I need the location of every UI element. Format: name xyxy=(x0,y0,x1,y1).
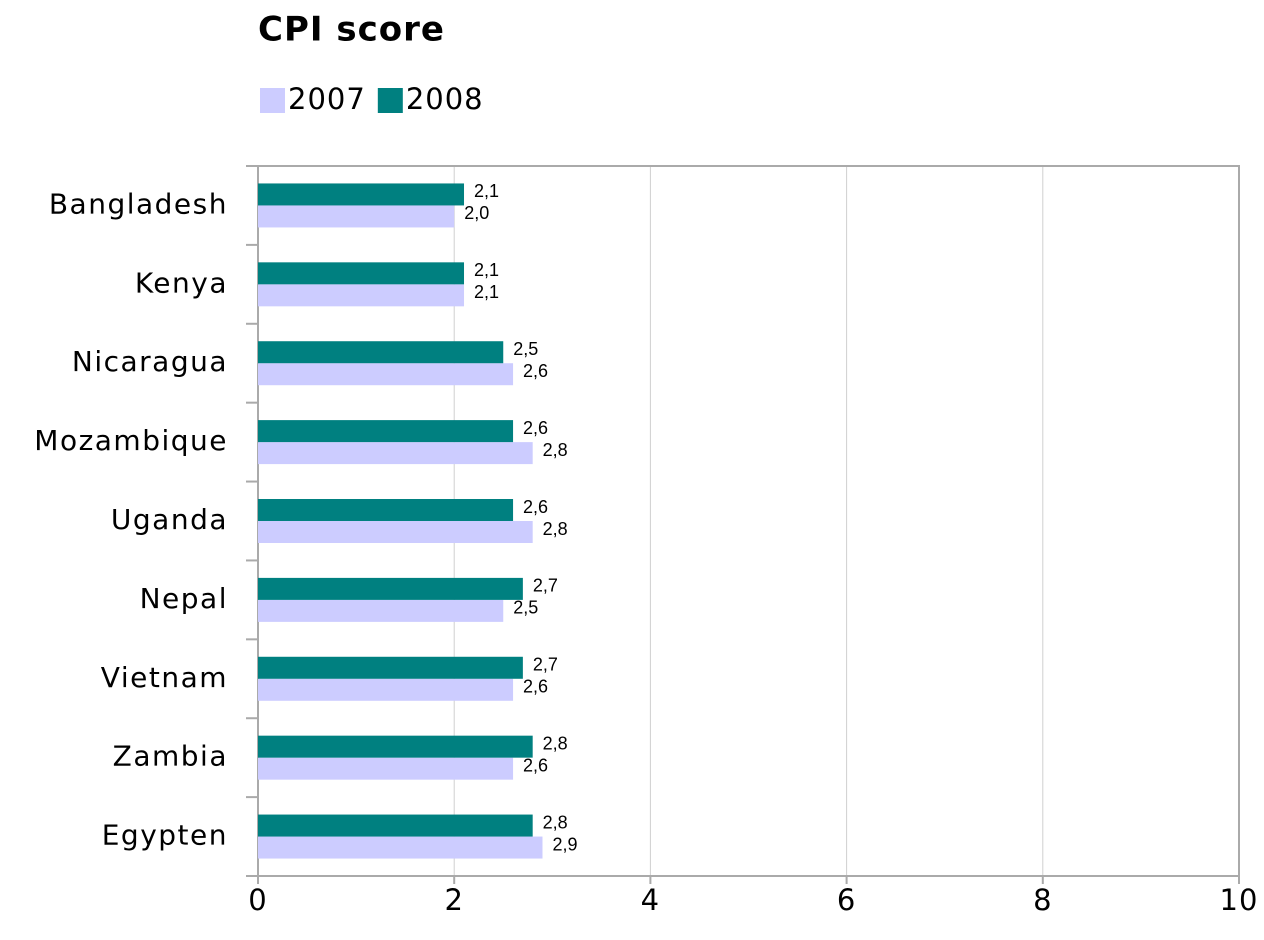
bar xyxy=(258,577,523,600)
bar xyxy=(258,678,514,701)
y-tick-label: Bangladesh xyxy=(49,187,228,220)
value-label: 2,1 xyxy=(474,260,499,280)
value-label: 2,6 xyxy=(523,361,548,381)
y-tick-label: Egypten xyxy=(102,819,228,852)
x-tick-label: 0 xyxy=(248,883,267,917)
bar xyxy=(258,284,465,307)
bar xyxy=(258,599,504,622)
value-label: 2,5 xyxy=(513,339,538,359)
bar xyxy=(258,757,514,780)
x-tick-label: 2 xyxy=(444,883,463,917)
bar xyxy=(258,205,455,228)
value-label: 2,6 xyxy=(523,755,548,775)
value-label: 2,7 xyxy=(533,655,558,675)
y-tick-label: Nepal xyxy=(140,582,228,615)
value-label: 2,8 xyxy=(543,440,568,460)
x-tick-label: 4 xyxy=(641,883,660,917)
value-label: 2,8 xyxy=(543,812,568,832)
legend-swatch xyxy=(377,88,403,113)
bar xyxy=(258,814,533,837)
value-label: 2,9 xyxy=(552,834,577,854)
value-label: 2,8 xyxy=(543,733,568,753)
bar xyxy=(258,183,465,206)
value-label: 2,1 xyxy=(474,282,499,302)
bar xyxy=(258,656,523,679)
value-label: 2,8 xyxy=(543,519,568,539)
y-tick-label: Uganda xyxy=(111,503,228,536)
value-label: 2,5 xyxy=(513,598,538,618)
y-tick-label: Zambia xyxy=(113,740,228,773)
bar xyxy=(258,420,514,443)
chart-title: CPI score xyxy=(258,10,445,50)
y-tick-label: Vietnam xyxy=(101,661,228,694)
value-label: 2,6 xyxy=(523,497,548,517)
bar xyxy=(258,262,465,285)
bar xyxy=(258,836,543,859)
y-tick-label: Mozambique xyxy=(34,424,228,457)
value-label: 2,0 xyxy=(464,203,489,223)
y-tick-label: Nicaragua xyxy=(72,345,228,378)
x-tick-label: 10 xyxy=(1220,883,1259,917)
bar xyxy=(258,521,533,543)
legend-label: 2007 xyxy=(288,82,366,116)
x-tick-label: 6 xyxy=(837,883,856,917)
bar xyxy=(258,363,514,386)
value-label: 2,7 xyxy=(533,576,558,596)
legend-swatch xyxy=(260,88,285,113)
value-label: 2,1 xyxy=(474,181,499,201)
bar xyxy=(258,442,533,465)
bar xyxy=(258,499,514,521)
y-tick-label: Kenya xyxy=(135,266,228,299)
legend-label: 2008 xyxy=(406,82,484,116)
bar xyxy=(258,341,504,364)
value-label: 2,6 xyxy=(523,677,548,697)
value-label: 2,6 xyxy=(523,418,548,438)
x-tick-label: 8 xyxy=(1033,883,1052,917)
bar xyxy=(258,735,533,758)
